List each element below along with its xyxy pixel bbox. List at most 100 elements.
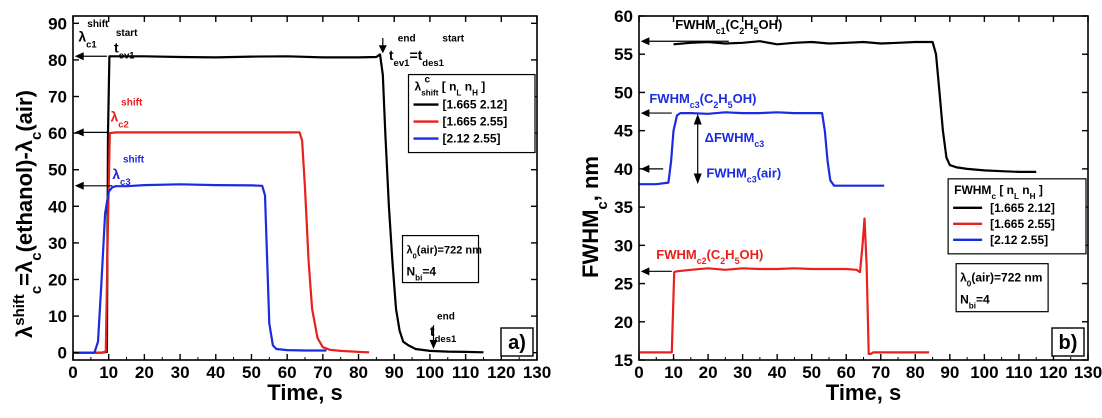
x-tick-label: 0: [634, 363, 643, 382]
legend-title: λshift [ nL nH ]: [415, 80, 486, 98]
annot-fwhm-c1-part: FWHM: [675, 17, 715, 32]
x-tick-label: 50: [242, 363, 261, 382]
annot-t-ev1-start-part: ev1: [119, 50, 136, 61]
x-tick-label: 50: [802, 363, 821, 382]
y-axis-title-text: FWHMc, nm: [578, 156, 611, 278]
annot-fwhm-c3-air-part: (air): [757, 165, 782, 180]
x-tick-label: 120: [1039, 363, 1067, 382]
annot-fwhm-c3-air: FWHMc3(air): [706, 165, 781, 184]
note-nbi-part: N: [407, 265, 416, 279]
note-nbi: Nbi=4: [960, 293, 990, 311]
legend-title-sup: c: [425, 75, 431, 86]
y-tick-label: 0: [58, 344, 67, 363]
y-tick-label: 70: [48, 88, 67, 107]
y-axis-title-text-part: shift: [11, 294, 28, 326]
annot-fwhm-c2: FWHMc2(C2H5OH): [656, 247, 763, 266]
annot-fwhm-c2-part: FWHM: [656, 247, 696, 262]
y-tick-label: 80: [48, 51, 67, 70]
x-tick-label: 10: [664, 363, 683, 382]
legend-title-part: ]: [478, 80, 485, 94]
y-tick-label: 35: [614, 198, 633, 217]
panel-label: a): [500, 327, 534, 357]
annot-lambda-c1-part: λ: [78, 29, 86, 45]
y-tick-label: 10: [48, 307, 67, 326]
note-lambda0-part: (air)=722 nm: [417, 245, 482, 257]
legend: FWHMc [ nL nH ][1.665 2.12] [1.665 2.55] […: [947, 178, 1087, 255]
x-tick-label: 30: [171, 363, 190, 382]
annot-t-ev1-end-part: =t: [409, 47, 422, 63]
annot-fwhm-c3-part: (C: [700, 91, 714, 106]
legend-title-part: ]: [1036, 183, 1043, 197]
annot-t-ev1-end-part: ev1: [394, 57, 411, 68]
note-nbi-part: =4: [976, 293, 990, 307]
note-lambda0-part: λ: [407, 245, 413, 257]
x-tick-label: 130: [523, 363, 551, 382]
annot-lambda-c3-sup: shift: [123, 154, 145, 165]
x-tick-label: 20: [699, 363, 718, 382]
y-tick-label: 90: [48, 14, 67, 33]
annot-t-des1-end-part: t: [430, 323, 435, 339]
legend-title-part: L: [1014, 191, 1019, 200]
legend-title: FWHMc [ nL nH ]: [954, 183, 1043, 201]
notes-frame: [401, 234, 480, 284]
annot-t-ev1-end-sup: end: [398, 34, 416, 45]
y-axis-title: FWHMc, nm: [578, 156, 611, 278]
x-tick-label: 80: [906, 363, 925, 382]
x-tick-label: 110: [1005, 363, 1032, 382]
arrowhead: [74, 52, 84, 61]
note-nbi: Nbi=4: [407, 265, 437, 283]
note-nbi-part: =4: [422, 265, 436, 279]
annot-lambda-c2: λc2: [110, 108, 128, 130]
x-axis-title: Time, s: [826, 380, 901, 405]
legend-title-part: n: [461, 80, 472, 94]
x-tick-label: 70: [871, 363, 890, 382]
legend-title-part: FWHM: [954, 183, 991, 197]
annot-delta-fwhm: ΔFWHMc3: [705, 130, 765, 149]
y-tick-label: 55: [614, 45, 633, 64]
y-tick-label: 40: [48, 197, 67, 216]
note-lambda0-part: 0: [413, 251, 417, 260]
annot-lambda-c3-part: λ: [112, 166, 120, 182]
annot-fwhm-c1-part: 2: [739, 26, 744, 36]
y-axis-title-text: λshiftc=λc(ethanol)-λc(air): [11, 90, 45, 338]
annot-fwhm-c2-part: (C: [707, 247, 721, 262]
annot-fwhm-c3-part: FWHM: [649, 91, 689, 106]
legend-entry-1: [1.665 2.12]: [990, 201, 1055, 215]
note-nbi-part: bi: [415, 273, 422, 282]
arrowhead: [693, 173, 702, 185]
annot-delta-fwhm-part: ΔFWHM: [705, 130, 755, 145]
x-tick-label: 100: [416, 363, 444, 382]
legend: λshift [ nL nH ]c[1.665 2.12][1.665 2.55…: [407, 73, 536, 154]
series-line-1: [73, 53, 484, 354]
annot-fwhm-c1-part: c1: [716, 26, 726, 36]
annot-lambda-c2-sup: shift: [121, 98, 143, 109]
legend-title-part: shift: [421, 88, 439, 97]
legend-box: [407, 73, 536, 154]
legend-title-part: [ n: [996, 183, 1014, 197]
annot-fwhm-c3-part: OH): [733, 91, 757, 106]
x-tick-label: 60: [278, 363, 297, 382]
y-tick-label: 60: [614, 7, 633, 26]
x-tick-label: 40: [206, 363, 225, 382]
legend-entry-1: [1.665 2.12]: [443, 98, 508, 112]
legend-title-part: [ n: [438, 80, 456, 94]
legend-entry-2: [1.665 2.55]: [990, 217, 1055, 231]
x-tick-label: 70: [313, 363, 332, 382]
y-axis-title-text-part: =λ: [12, 261, 37, 286]
legend-title-part: L: [456, 88, 461, 97]
y-tick-label: 30: [614, 236, 633, 255]
annot-fwhm-c1: FWHMc1(C2H5OH): [675, 17, 782, 36]
notes-frame: [955, 263, 1049, 313]
y-axis-title-text-part: c: [28, 286, 45, 294]
annot-fwhm-c1-part: (C: [726, 17, 740, 32]
annot-fwhm-c3-air-part: FWHM: [706, 165, 746, 180]
x-tick-label: 130: [1074, 363, 1102, 382]
annot-t-des1-end-sup: end: [437, 312, 455, 323]
panel-label-text: a): [508, 332, 526, 354]
arrowhead: [429, 339, 438, 350]
legend-entry-3: [2.12 2.55]: [990, 233, 1048, 247]
note-lambda0-part: (air)=722 nm: [971, 271, 1042, 285]
annot-lambda-c2-part: λ: [110, 108, 118, 124]
arrowhead: [74, 128, 84, 137]
